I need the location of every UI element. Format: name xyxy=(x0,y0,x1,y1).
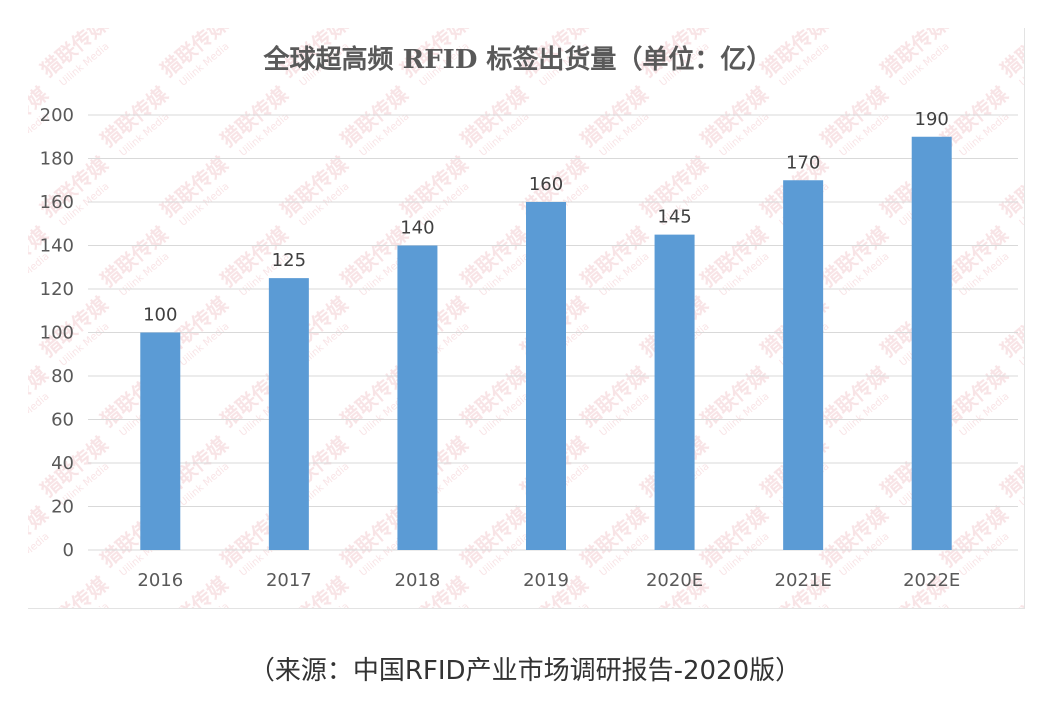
bar-2022E xyxy=(911,136,952,550)
y-tick-label: 0 xyxy=(63,540,74,561)
y-tick-label: 80 xyxy=(51,366,74,387)
bar-2018 xyxy=(397,245,438,550)
chart-frame: 猎联传媒 Uilink Media 猎联传媒 Uilink Media 猎联传媒 Uili… xyxy=(28,28,1025,609)
y-tick-label: 20 xyxy=(51,497,74,518)
source-note: （来源：中国RFID产业市场调研报告-2020版） xyxy=(248,656,802,686)
bars xyxy=(140,136,952,550)
data-label-2016: 100 xyxy=(143,305,177,326)
y-axis-ticks: 0 20 40 60 80 100 120 140 160 180 200 xyxy=(40,105,74,561)
chart-title: 全球超高频 RFID 标签出货量（单位：亿） xyxy=(263,44,773,75)
x-tick-label-2021E: 2021E xyxy=(775,570,832,591)
data-label-2019: 160 xyxy=(529,174,563,195)
y-tick-label: 120 xyxy=(40,279,74,300)
y-tick-label: 60 xyxy=(51,410,74,431)
data-label-2017: 125 xyxy=(272,250,306,271)
bar-2016 xyxy=(140,332,181,550)
y-tick-label: 160 xyxy=(40,192,74,213)
data-labels: 100 125 140 160 145 170 190 xyxy=(143,109,949,326)
x-tick-label-2020E: 2020E xyxy=(646,570,703,591)
x-tick-label-2018: 2018 xyxy=(395,570,441,591)
y-tick-label: 200 xyxy=(40,105,74,126)
bar-2017 xyxy=(268,278,309,550)
x-tick-label-2016: 2016 xyxy=(137,570,183,591)
bar-chart: 全球超高频 RFID 标签出货量（单位：亿） 0 20 40 60 80 100 120 14… xyxy=(40,44,1018,591)
data-label-2018: 140 xyxy=(400,218,434,239)
bar-2019 xyxy=(526,202,566,550)
bar-2021E xyxy=(783,180,824,550)
data-label-2022E: 190 xyxy=(915,109,949,130)
y-tick-label: 180 xyxy=(40,149,74,170)
bar-2020E xyxy=(654,234,695,550)
x-tick-label-2022E: 2022E xyxy=(903,570,960,591)
x-axis-ticks: 2016 2017 2018 2019 2020E 2021E 2022E xyxy=(137,570,960,591)
y-tick-label: 140 xyxy=(40,236,74,257)
x-tick-label-2017: 2017 xyxy=(266,570,312,591)
y-tick-label: 40 xyxy=(51,453,74,474)
y-tick-label: 100 xyxy=(40,323,74,344)
data-label-2021E: 170 xyxy=(786,152,820,173)
x-tick-label-2019: 2019 xyxy=(523,570,569,591)
data-label-2020E: 145 xyxy=(657,207,691,228)
